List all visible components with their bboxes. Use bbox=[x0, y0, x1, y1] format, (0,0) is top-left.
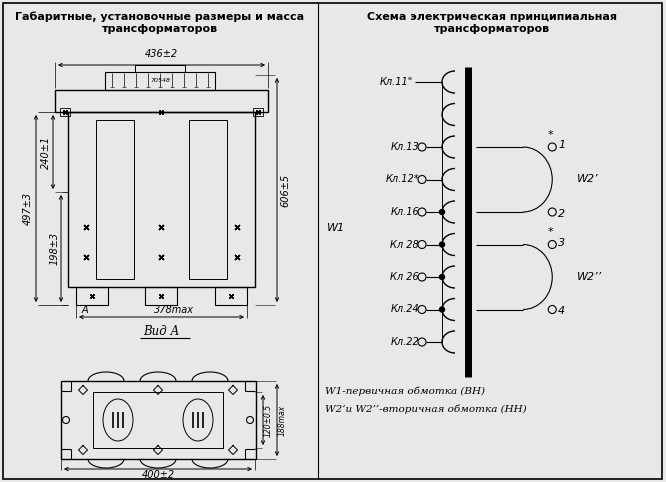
Circle shape bbox=[440, 242, 444, 247]
Bar bbox=[189, 120, 227, 279]
Text: 120±0.5: 120±0.5 bbox=[264, 403, 273, 437]
Text: 70548: 70548 bbox=[150, 79, 170, 83]
Text: Кл.12*: Кл.12* bbox=[386, 174, 419, 185]
Text: W2’: W2’ bbox=[577, 174, 599, 185]
Bar bbox=[96, 120, 134, 279]
Text: *: * bbox=[547, 130, 553, 140]
Bar bbox=[135, 65, 185, 72]
Circle shape bbox=[440, 307, 444, 312]
Text: 188max: 188max bbox=[278, 404, 287, 436]
Bar bbox=[76, 287, 108, 305]
Bar bbox=[105, 72, 215, 90]
Text: W1: W1 bbox=[327, 223, 345, 233]
Text: 1: 1 bbox=[558, 140, 565, 150]
Text: 378max: 378max bbox=[153, 305, 194, 315]
Text: Схема электрическая принципиальная
трансформаторов: Схема электрическая принципиальная транс… bbox=[367, 12, 617, 34]
Text: 240±1: 240±1 bbox=[41, 135, 51, 169]
Text: 3: 3 bbox=[558, 238, 565, 247]
Text: 497±3: 497±3 bbox=[23, 192, 33, 225]
Bar bbox=[68, 112, 255, 287]
Text: W2’и W2’’-вторичная обмотка (НН): W2’и W2’’-вторичная обмотка (НН) bbox=[325, 404, 527, 414]
Text: Кл.24: Кл.24 bbox=[390, 305, 419, 314]
Text: Кл.13: Кл.13 bbox=[390, 142, 419, 152]
Bar bbox=[93, 392, 223, 448]
Bar bbox=[145, 287, 177, 305]
Text: *: * bbox=[547, 228, 553, 238]
Text: W2’’: W2’’ bbox=[577, 272, 602, 282]
Text: Кл.16: Кл.16 bbox=[390, 207, 419, 217]
Bar bbox=[61, 381, 256, 459]
Text: Кл 26: Кл 26 bbox=[390, 272, 419, 282]
Text: 2: 2 bbox=[558, 209, 565, 219]
Text: Вид А: Вид А bbox=[143, 325, 179, 338]
Text: W1-первичная обмотка (ВН): W1-первичная обмотка (ВН) bbox=[325, 387, 485, 397]
Text: Кл 28: Кл 28 bbox=[390, 240, 419, 250]
Text: 400±2: 400±2 bbox=[141, 470, 174, 480]
Text: A: A bbox=[82, 305, 89, 315]
Text: 198±3: 198±3 bbox=[50, 232, 60, 265]
Text: 4: 4 bbox=[558, 307, 565, 317]
Circle shape bbox=[440, 275, 444, 280]
Text: 606±5: 606±5 bbox=[280, 174, 290, 207]
Bar bbox=[60, 108, 70, 116]
Bar bbox=[253, 108, 263, 116]
Text: Габаритные, установочные размеры и масса
трансформаторов: Габаритные, установочные размеры и масса… bbox=[15, 12, 304, 34]
Text: 436±2: 436±2 bbox=[145, 49, 178, 59]
Bar bbox=[55, 90, 268, 112]
Text: Кл.22: Кл.22 bbox=[390, 337, 419, 347]
Circle shape bbox=[440, 210, 444, 214]
Bar bbox=[215, 287, 247, 305]
Text: Кл.11": Кл.11" bbox=[380, 77, 413, 87]
